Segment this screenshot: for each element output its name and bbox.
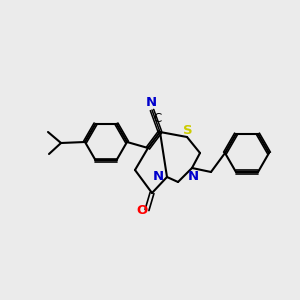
- Text: S: S: [183, 124, 193, 136]
- Text: N: N: [188, 169, 199, 182]
- Text: O: O: [136, 205, 148, 218]
- Text: N: N: [152, 170, 164, 184]
- Text: N: N: [146, 96, 157, 109]
- Text: C: C: [154, 112, 162, 125]
